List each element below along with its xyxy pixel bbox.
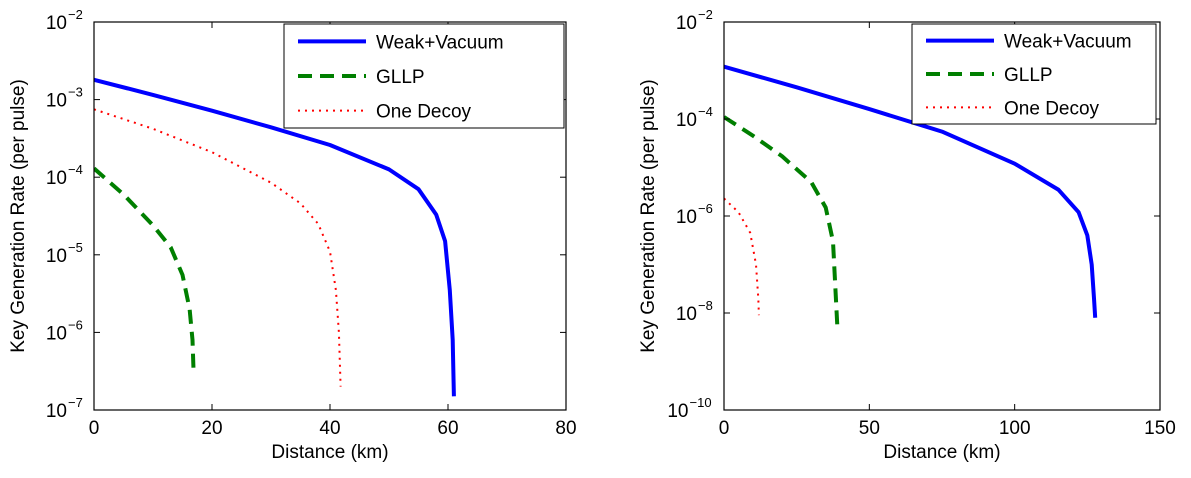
x-tick-label: 0: [89, 418, 100, 439]
x-tick-label: 50: [859, 418, 880, 439]
x-tick-label: 60: [437, 418, 458, 439]
y-tick-label-base: 10: [46, 91, 67, 112]
plot-area: [94, 77, 456, 397]
legend-label: Weak+Vacuum: [1004, 32, 1132, 53]
y-axis-label: Key Generation Rate (per pulse): [638, 79, 659, 353]
x-tick-label: 150: [1144, 418, 1176, 439]
y-tick-label-base: 10: [46, 323, 67, 344]
legend-label: GLLP: [376, 67, 425, 88]
y-tick-label-exponent: −5: [68, 240, 83, 255]
legend-label: GLLP: [1004, 65, 1053, 86]
y-tick-label-exponent: −2: [68, 7, 83, 22]
y-tick-label-base: 10: [676, 207, 697, 228]
legend-label: One Decoy: [376, 102, 472, 123]
y-tick-label-base: 10: [667, 401, 688, 422]
x-axis-label: Distance (km): [883, 442, 1000, 463]
x-tick-label: 40: [319, 418, 340, 439]
series-line-weak-vacuum: [724, 64, 1098, 318]
series-line-one-decoy: [724, 197, 760, 316]
legend: Weak+Vacuum GLLP One Decoy: [283, 23, 565, 129]
x-axis-label: Distance (km): [271, 442, 388, 463]
y-tick-label-base: 10: [46, 13, 67, 34]
y-tick-label-exponent: −3: [68, 85, 83, 100]
plot-area: [724, 64, 1098, 328]
y-tick-label-exponent: −2: [698, 7, 713, 22]
y-tick-label-exponent: −4: [698, 104, 713, 119]
legend: Weak+Vacuum GLLP One Decoy: [911, 23, 1157, 125]
y-tick-label-base: 10: [46, 246, 67, 267]
y-tick-label-exponent: −8: [698, 298, 713, 313]
x-tick-label: 0: [719, 418, 730, 439]
y-tick-label-base: 10: [676, 304, 697, 325]
x-tick-label: 80: [555, 418, 576, 439]
y-tick-label-exponent: −4: [68, 162, 83, 177]
y-tick-label-exponent: −10: [690, 395, 712, 410]
y-tick-label-base: 10: [676, 110, 697, 131]
series-line-gllp: [94, 166, 196, 376]
series-line-one-decoy: [94, 108, 342, 387]
y-tick-label-base: 10: [46, 401, 67, 422]
legend-label: One Decoy: [1004, 98, 1100, 119]
y-tick-label-exponent: −7: [68, 395, 83, 410]
y-tick-label-base: 10: [676, 13, 697, 34]
y-tick-label-exponent: −6: [68, 317, 83, 332]
y-tick-label-exponent: −6: [698, 201, 713, 216]
legend-label: Weak+Vacuum: [376, 32, 504, 53]
y-axis-label: Key Generation Rate (per pulse): [8, 79, 29, 353]
y-tick-label-base: 10: [46, 168, 67, 189]
x-tick-label: 100: [999, 418, 1031, 439]
x-tick-label: 20: [201, 418, 222, 439]
series-line-weak-vacuum: [94, 77, 456, 397]
series-line-gllp: [724, 115, 840, 328]
